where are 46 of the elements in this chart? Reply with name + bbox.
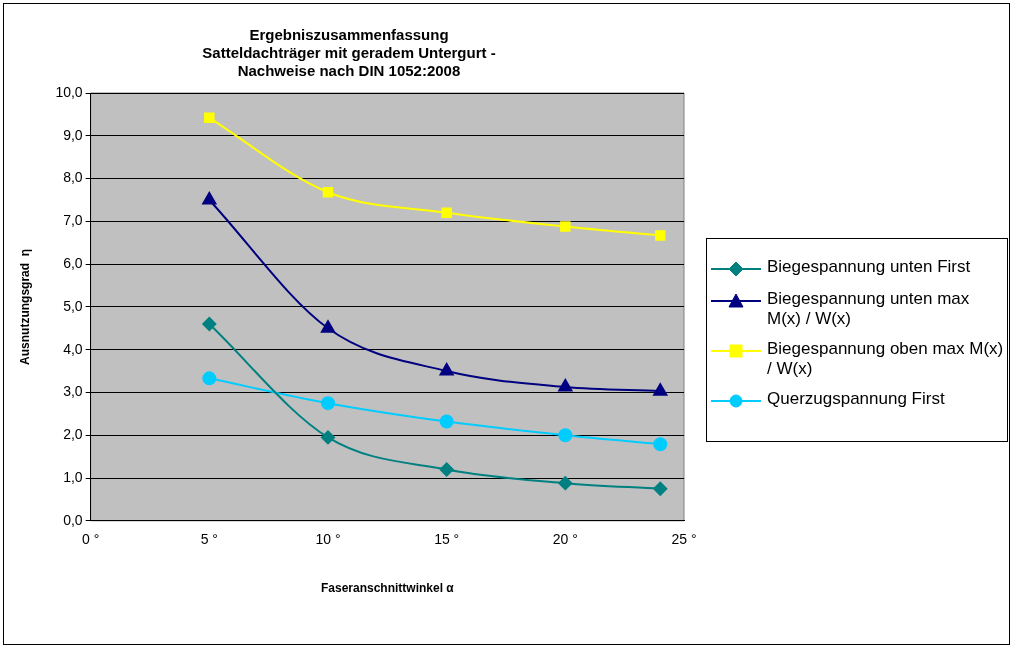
text: Nachweise nach DIN 1052:2008 <box>237 62 461 80</box>
point <box>202 371 217 386</box>
point <box>320 320 336 333</box>
point <box>439 414 454 429</box>
point <box>439 363 454 376</box>
x-tick-label: 15 ° <box>434 531 460 548</box>
point <box>202 317 217 332</box>
x-axis-title: Faseranschnittwinkel α <box>320 581 455 596</box>
point <box>441 207 452 219</box>
x-tick-label: 10 ° <box>315 531 341 548</box>
point <box>653 481 668 496</box>
y-tick-label: 8,0 <box>63 169 83 186</box>
point <box>202 191 217 205</box>
point <box>653 437 668 452</box>
point <box>558 428 573 443</box>
legend-label: Biegespannung unten First <box>767 257 971 277</box>
y-tick-label: 1,0 <box>63 468 83 485</box>
point <box>653 383 668 396</box>
y-tick-label: 10,0 <box>55 83 83 100</box>
x-tick-label: 25 ° <box>671 531 697 548</box>
y-tick-label: 0,0 <box>63 511 83 528</box>
y-tick-label: 9,0 <box>63 126 83 143</box>
point <box>558 378 573 392</box>
y-axis-title: Ausnutzungsgrad η <box>17 248 32 365</box>
x-tick-label: 0 ° <box>82 531 100 548</box>
text: Satteldachträger mit geradem Untergurt - <box>202 44 496 62</box>
point <box>558 476 573 491</box>
point <box>322 187 334 198</box>
point <box>320 430 335 445</box>
y-tick-label: 3,0 <box>63 383 83 400</box>
x-tick-label: 20 ° <box>552 531 578 548</box>
legend-label: Querzugspannung First <box>767 389 945 409</box>
y-tick-label: 2,0 <box>63 426 83 443</box>
point <box>439 462 454 477</box>
y-tick-label: 4,0 <box>63 340 83 357</box>
point <box>320 396 335 411</box>
text: Ergebniszusammenfassung <box>249 26 449 44</box>
legend-label: Biegespannung oben max M(x) / W(x) <box>767 339 1005 379</box>
point <box>655 230 666 241</box>
point <box>560 221 571 232</box>
y-tick-label: 5,0 <box>63 297 83 314</box>
legend-label: Biegespannung unten max M(x) / W(x) <box>767 289 971 329</box>
point <box>204 112 215 124</box>
y-tick-label: 7,0 <box>63 212 83 229</box>
x-tick-label: 5 ° <box>200 531 218 548</box>
y-tick-label: 6,0 <box>63 254 83 271</box>
